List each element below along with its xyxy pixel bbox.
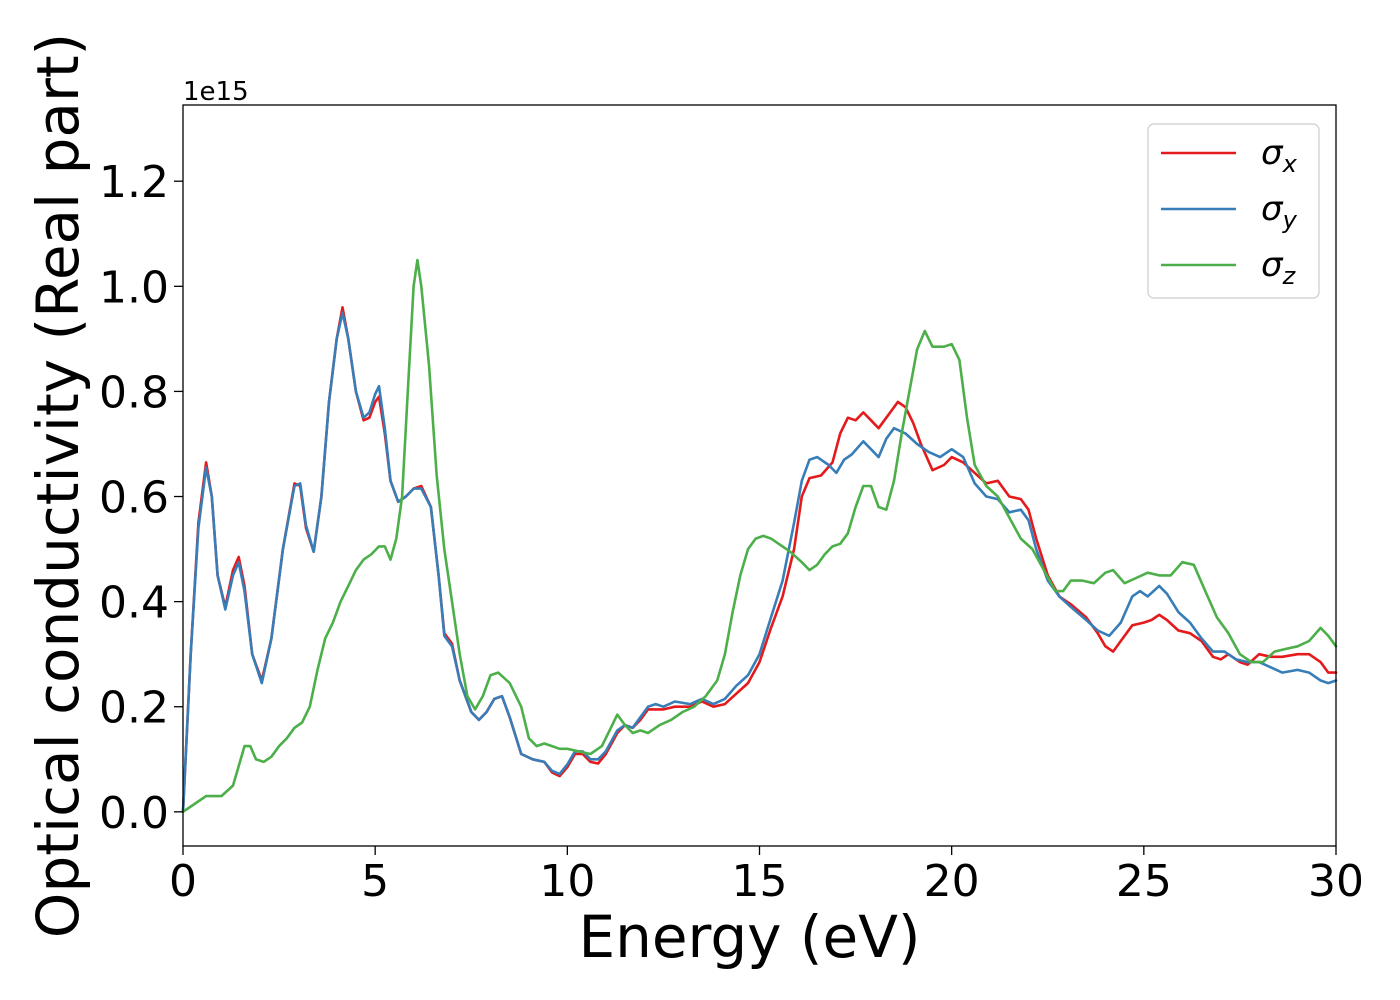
series-layer <box>181 258 1338 814</box>
series-line-sigma-y <box>181 311 1338 814</box>
x-tick-label: 15 <box>732 856 788 907</box>
x-axis-label: Energy (eV) <box>578 903 920 971</box>
y-tick-label: 0.2 <box>99 683 169 734</box>
x-tick-label: 25 <box>1116 856 1172 907</box>
legend-label-sigma-z: σz <box>1261 245 1297 290</box>
y-tick-label: 0.8 <box>99 367 169 418</box>
y-offset-label: 1e15 <box>183 77 249 107</box>
y-tick-label: 1.2 <box>99 157 169 208</box>
y-tick-label: 0.0 <box>99 788 169 839</box>
y-tick-label: 1.0 <box>99 262 169 313</box>
x-tick-label: 5 <box>361 856 389 907</box>
series-line-sigma-z <box>181 258 1338 814</box>
x-tick-label: 0 <box>169 856 197 907</box>
y-tick-label: 0.6 <box>99 473 169 524</box>
x-tick-label: 10 <box>539 856 595 907</box>
x-tick-label: 20 <box>924 856 980 907</box>
ticks-layer: 0 5 10 15 20 25 30 0.0 0.2 0.4 0.6 0.8 1.0 1.2 <box>99 157 1364 907</box>
y-tick-label: 0.4 <box>99 578 169 629</box>
y-axis-label: Optical conductivity (Real part) <box>24 33 92 938</box>
legend-box <box>1147 123 1320 299</box>
x-tick-label: 30 <box>1308 856 1364 907</box>
